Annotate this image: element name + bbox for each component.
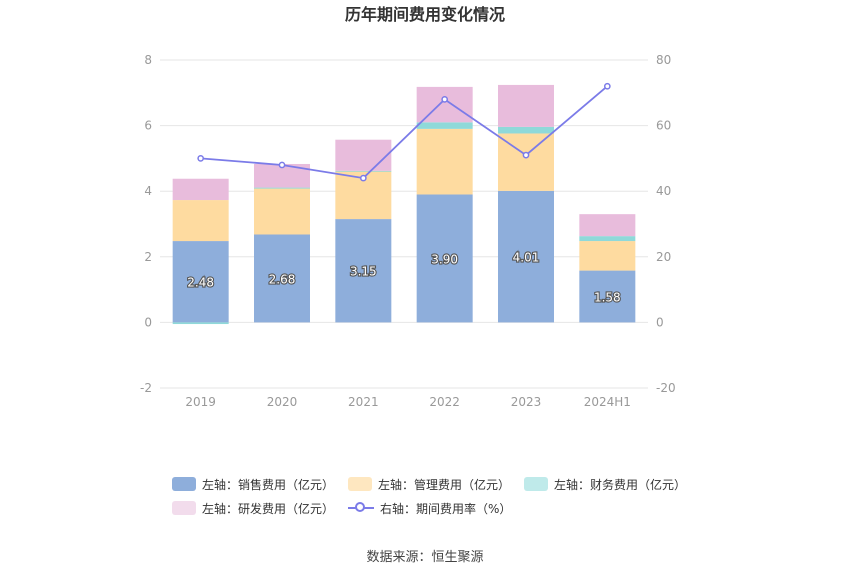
- bar-segment-3: [579, 236, 636, 242]
- right-tick-label: 40: [656, 184, 671, 198]
- right-tick-label: 80: [656, 53, 671, 67]
- legend-item-finance[interactable]: 左轴：财务费用（亿元）: [524, 476, 686, 493]
- left-tick-label: 4: [144, 184, 152, 198]
- legend-label-ratio: 右轴：期间费用率（%）: [380, 501, 512, 516]
- bar-segment-2: [172, 200, 229, 242]
- legend-label-finance: 左轴：财务费用（亿元）: [554, 477, 687, 492]
- bar-segment-3: [416, 122, 473, 129]
- legend-swatch-rd: [172, 501, 196, 515]
- data-label: 1.58: [594, 290, 621, 304]
- x-tick-label: 2021: [348, 395, 379, 409]
- chart-title: 历年期间费用变化情况: [345, 5, 505, 24]
- bar-segment-4: [335, 139, 392, 171]
- right-tick-label: 60: [656, 119, 671, 133]
- legend-swatch-sales: [172, 477, 196, 491]
- right-tick-label: 0: [656, 315, 664, 329]
- chart-legend: 左轴：销售费用（亿元） 左轴：管理费用（亿元） 左轴：财务费用（亿元） 左轴：研…: [172, 472, 712, 520]
- ratio-point: [278, 161, 286, 169]
- legend-label-sales: 左轴：销售费用（亿元）: [202, 477, 335, 492]
- bar-segment-3: [172, 322, 229, 325]
- bar-segment-1: [498, 190, 554, 323]
- ratio-point: [197, 155, 205, 162]
- left-tick-label: 0: [144, 315, 152, 329]
- left-tick-label: 8: [144, 53, 152, 67]
- left-tick-label: 6: [144, 119, 152, 133]
- bar-segment-2: [254, 188, 310, 235]
- bar-segment-1: [416, 194, 473, 323]
- ratio-point: [359, 174, 367, 182]
- left-tick-label: -2: [140, 381, 152, 395]
- x-tick-label: 2023: [511, 395, 542, 409]
- source-note: 数据来源：恒生聚源: [366, 550, 484, 565]
- data-label: 4.01: [513, 251, 540, 265]
- bar-segment-1: [335, 219, 392, 323]
- bar-segment-1: [172, 241, 229, 323]
- legend-swatch-admin: [348, 477, 373, 491]
- chart-canvas: 历年期间费用变化情况-202468-2002040608020192.48202…: [140, 5, 676, 409]
- x-tick-label: 2020: [267, 395, 298, 409]
- data-label: 3.15: [350, 265, 377, 279]
- bar-segment-4: [579, 214, 636, 237]
- x-tick-label: 2024H1: [584, 395, 631, 409]
- data-label: 2.48: [187, 276, 214, 290]
- right-tick-label: 20: [656, 250, 671, 264]
- x-tick-label: 2022: [429, 395, 460, 409]
- bar-segment-4: [416, 86, 473, 123]
- x-tick-label: 2019: [185, 395, 216, 409]
- legend-item-rd[interactable]: 左轴：研发费用（亿元）: [172, 500, 334, 517]
- legend-item-sales[interactable]: 左轴：销售费用（亿元）: [172, 476, 334, 493]
- data-label: 3.90: [431, 252, 458, 266]
- ratio-point: [522, 151, 530, 159]
- data-label: 2.68: [269, 272, 296, 286]
- bar-segment-3: [498, 126, 554, 134]
- legend-line-icon: [348, 501, 375, 515]
- bar-segment-1: [579, 270, 636, 323]
- legend-label-admin: 左轴：管理费用（亿元）: [378, 477, 511, 492]
- legend-item-admin[interactable]: 左轴：管理费用（亿元）: [348, 476, 510, 493]
- bar-segment-2: [416, 128, 473, 195]
- legend-label-rd: 左轴：研发费用（亿元）: [202, 501, 335, 516]
- ratio-point: [603, 82, 611, 90]
- bar-segment-2: [579, 241, 636, 271]
- bar-segment-3: [254, 187, 310, 189]
- ratio-line: [200, 85, 608, 180]
- bar-segment-4: [498, 84, 554, 127]
- legend-row-2: 左轴：研发费用（亿元） 右轴：期间费用率（%）: [172, 496, 712, 520]
- bar-segment-3: [335, 170, 392, 172]
- right-tick-label: -20: [656, 381, 676, 395]
- bar-segment-4: [254, 163, 310, 188]
- legend-swatch-finance: [524, 477, 549, 491]
- left-tick-label: 2: [144, 250, 152, 264]
- legend-item-ratio[interactable]: 右轴：期间费用率（%）: [348, 500, 511, 517]
- bar-segment-4: [172, 178, 229, 201]
- ratio-point: [441, 96, 449, 103]
- bar-segment-1: [254, 234, 310, 323]
- legend-row-1: 左轴：销售费用（亿元） 左轴：管理费用（亿元） 左轴：财务费用（亿元）: [172, 472, 712, 496]
